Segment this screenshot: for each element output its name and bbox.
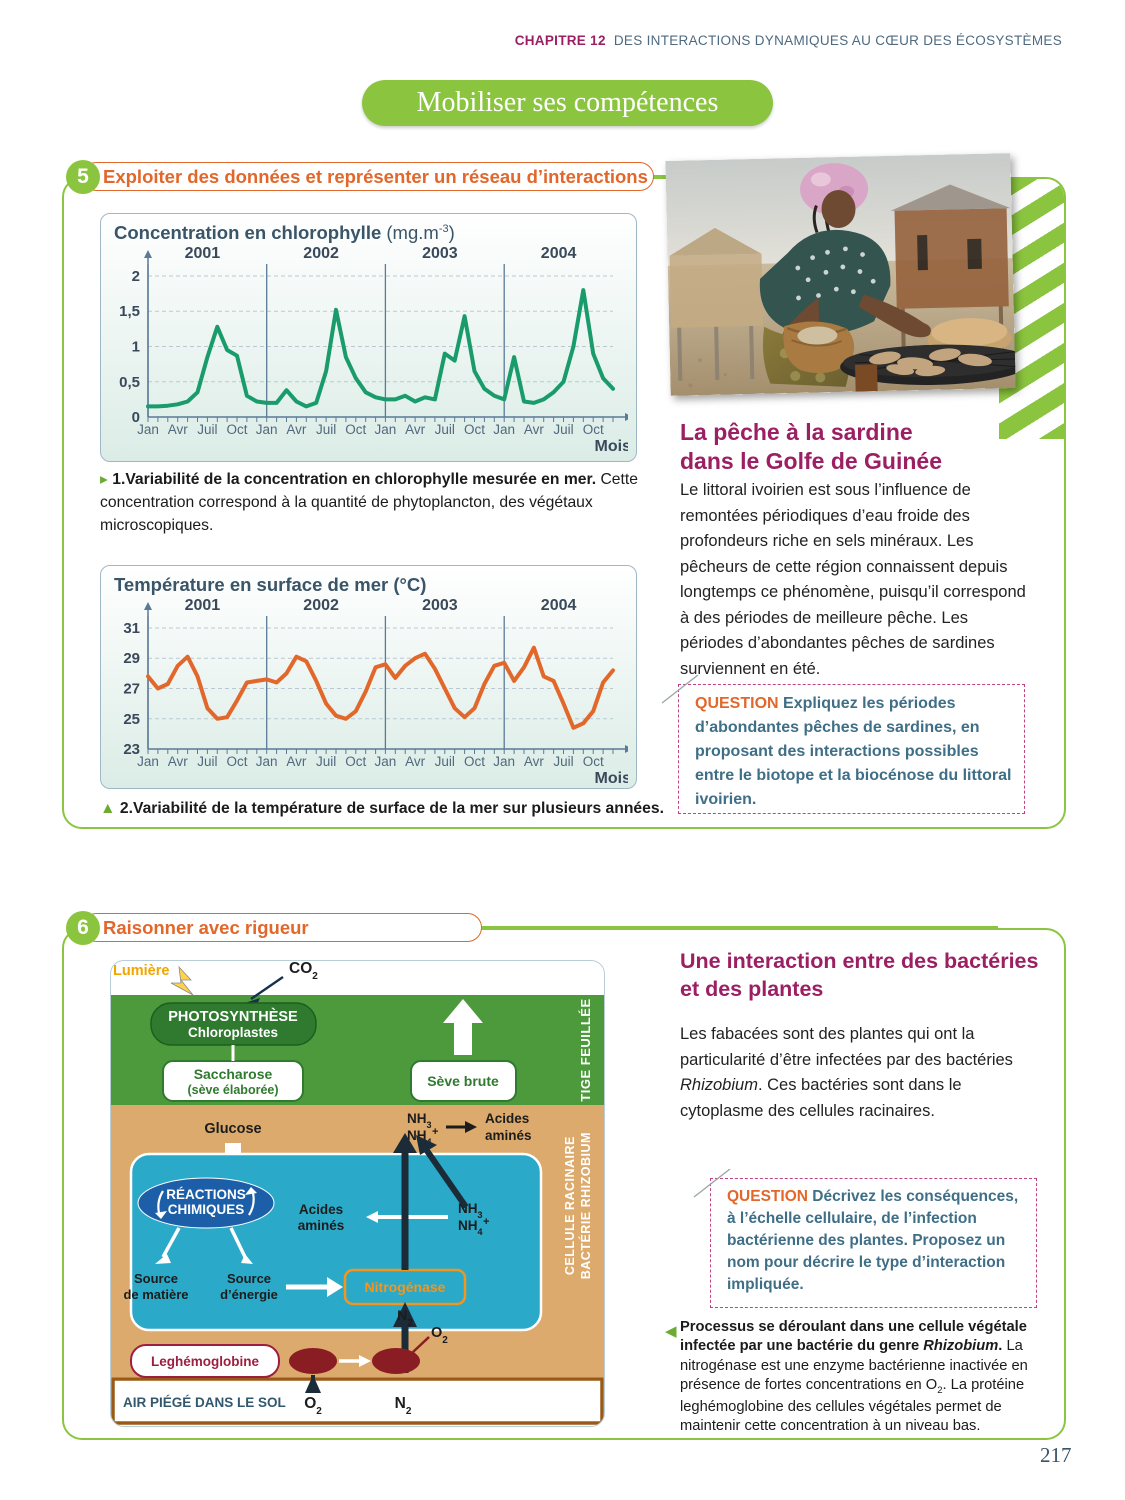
svg-text:Mois: Mois <box>595 770 628 783</box>
svg-text:Leghémoglobine: Leghémoglobine <box>151 1354 259 1369</box>
svg-text:Oct: Oct <box>226 754 247 769</box>
svg-text:Juil: Juil <box>197 754 217 769</box>
svg-text:Avr: Avr <box>168 422 189 437</box>
svg-text:Avr: Avr <box>168 754 189 769</box>
svg-text:Avr: Avr <box>405 754 426 769</box>
svg-text:Juil: Juil <box>553 422 573 437</box>
svg-text:Jan: Jan <box>137 422 159 437</box>
svg-text:Avr: Avr <box>524 422 545 437</box>
svg-text:Juil: Juil <box>316 422 336 437</box>
svg-text:Jan: Jan <box>493 754 515 769</box>
svg-text:Juil: Juil <box>553 754 573 769</box>
svg-text:2002: 2002 <box>303 598 339 614</box>
svg-text:Juil: Juil <box>435 754 455 769</box>
svg-text:Jan: Jan <box>256 754 278 769</box>
svg-text:Glucose: Glucose <box>204 1121 261 1137</box>
svg-text:2004: 2004 <box>541 246 577 262</box>
svg-text:2001: 2001 <box>185 598 221 614</box>
svg-text:25: 25 <box>123 711 140 728</box>
svg-text:Oct: Oct <box>345 754 366 769</box>
svg-text:Nitrogénase: Nitrogénase <box>365 1279 446 1295</box>
svg-text:Source: Source <box>227 1271 271 1286</box>
svg-text:Oct: Oct <box>226 422 247 437</box>
svg-text:27: 27 <box>123 681 140 698</box>
svg-text:Source: Source <box>134 1271 178 1286</box>
svg-text:RÉACTIONS: RÉACTIONS <box>166 1187 246 1202</box>
svg-text:Avr: Avr <box>286 422 307 437</box>
svg-text:PHOTOSYNTHÈSE: PHOTOSYNTHÈSE <box>168 1008 298 1025</box>
svg-text:1,5: 1,5 <box>119 303 140 320</box>
svg-text:TIGE FEUILLÉE: TIGE FEUILLÉE <box>578 998 593 1101</box>
svg-text:Acides: Acides <box>485 1111 529 1126</box>
svg-text:2: 2 <box>132 268 140 285</box>
svg-text:aminés: aminés <box>485 1128 532 1143</box>
svg-text:Acides: Acides <box>299 1202 343 1217</box>
svg-text:Oct: Oct <box>464 754 485 769</box>
svg-text:1: 1 <box>132 339 140 356</box>
svg-text:Juil: Juil <box>435 422 455 437</box>
svg-text:Oct: Oct <box>583 422 604 437</box>
svg-text:Jan: Jan <box>375 754 397 769</box>
svg-text:2003: 2003 <box>422 598 458 614</box>
svg-text:Lumière: Lumière <box>113 963 169 979</box>
svg-text:2002: 2002 <box>303 246 339 262</box>
svg-text:2004: 2004 <box>541 598 577 614</box>
svg-text:2003: 2003 <box>422 246 458 262</box>
svg-text:Avr: Avr <box>286 754 307 769</box>
svg-text:Avr: Avr <box>524 754 545 769</box>
svg-text:Saccharose: Saccharose <box>194 1066 273 1082</box>
svg-text:CELLULE RACINAIRE: CELLULE RACINAIRE <box>563 1136 577 1275</box>
svg-text:+: + <box>483 1216 489 1228</box>
svg-text:aminés: aminés <box>298 1218 345 1233</box>
svg-text:Jan: Jan <box>375 422 397 437</box>
svg-text:Juil: Juil <box>197 422 217 437</box>
svg-text:0,5: 0,5 <box>119 374 140 391</box>
svg-text:Jan: Jan <box>256 422 278 437</box>
svg-text:Oct: Oct <box>464 422 485 437</box>
svg-text:AIR PIÉGÉ DANS LE SOL: AIR PIÉGÉ DANS LE SOL <box>123 1395 286 1410</box>
svg-text:Oct: Oct <box>345 422 366 437</box>
svg-text:Mois: Mois <box>595 438 628 451</box>
svg-text:BACTÉRIE RHIZOBIUM: BACTÉRIE RHIZOBIUM <box>578 1132 593 1279</box>
svg-text:Avr: Avr <box>405 422 426 437</box>
svg-text:Sève brute: Sève brute <box>427 1073 499 1089</box>
svg-text:31: 31 <box>123 620 140 637</box>
svg-text:de matière: de matière <box>123 1287 188 1302</box>
svg-text:CO2: CO2 <box>289 961 318 982</box>
svg-text:CHIMIQUES: CHIMIQUES <box>168 1202 245 1217</box>
svg-text:Jan: Jan <box>493 422 515 437</box>
svg-text:+: + <box>432 1126 438 1138</box>
svg-text:Juil: Juil <box>316 754 336 769</box>
svg-text:29: 29 <box>123 650 140 667</box>
svg-text:Chloroplastes: Chloroplastes <box>188 1025 278 1040</box>
svg-text:d’énergie: d’énergie <box>220 1287 278 1302</box>
svg-text:Oct: Oct <box>583 754 604 769</box>
svg-text:2001: 2001 <box>185 246 221 262</box>
svg-text:(sève élaborée): (sève élaborée) <box>187 1083 278 1097</box>
svg-text:Jan: Jan <box>137 754 159 769</box>
